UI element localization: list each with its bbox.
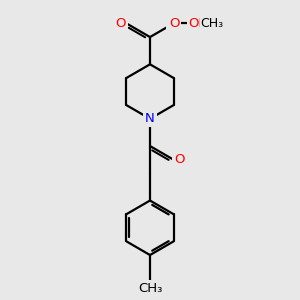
Text: O: O bbox=[168, 17, 179, 30]
Text: O: O bbox=[169, 17, 180, 30]
Text: O: O bbox=[115, 17, 126, 30]
Text: O: O bbox=[174, 153, 185, 166]
Text: CH₃: CH₃ bbox=[200, 17, 224, 30]
Text: N: N bbox=[145, 112, 155, 125]
Text: OMe: OMe bbox=[189, 17, 219, 30]
Text: CH₃: CH₃ bbox=[138, 282, 162, 295]
